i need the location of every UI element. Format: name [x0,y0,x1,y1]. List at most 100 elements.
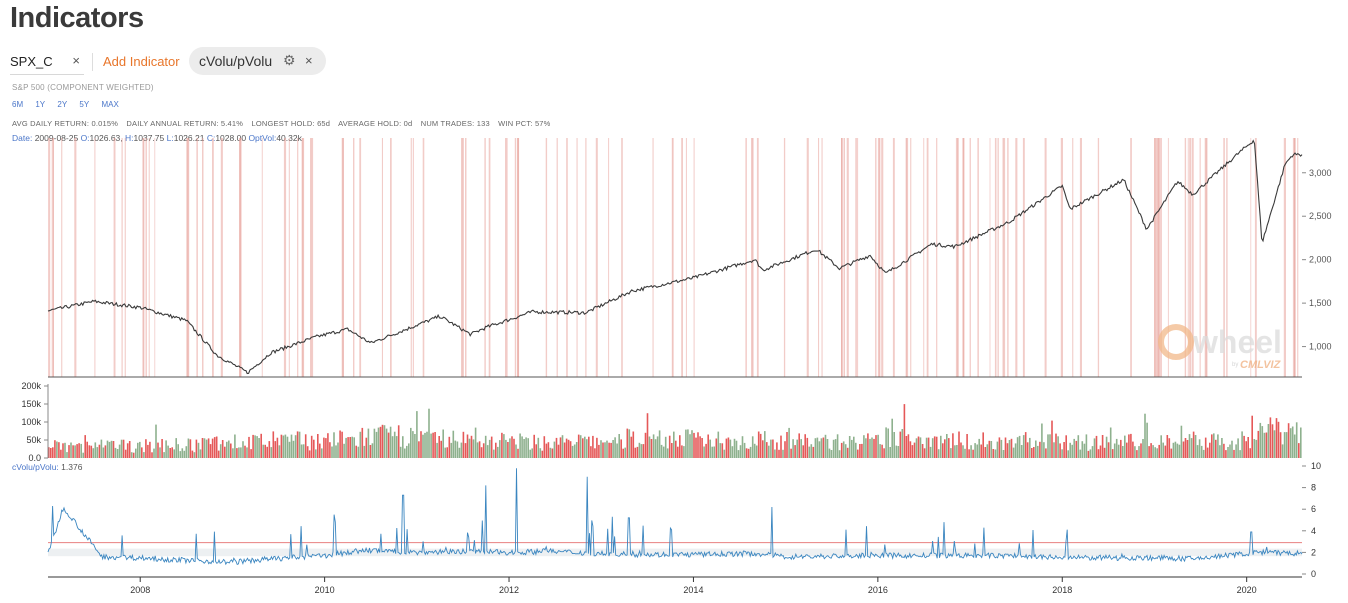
volume-bar [50,448,52,458]
volume-bar [331,446,333,458]
gear-icon[interactable]: ⚙ [283,52,296,68]
volume-bar [159,447,161,458]
volume-bar [846,447,849,458]
volume-bar [559,437,562,458]
volume-bar [56,441,58,458]
volume-bar [486,445,489,458]
volume-bar [1081,441,1084,458]
volume-bar [762,440,764,458]
volume-bar [1249,448,1251,458]
volume-bar [1018,435,1021,458]
volume-bar [262,444,264,458]
volume-bar [749,446,752,458]
signal-band [1205,138,1208,377]
volume-bar [454,440,457,458]
volume-bar [628,429,631,458]
volume-bar [236,448,238,458]
volume-bar [940,435,942,458]
stat-average: AVERAGE HOLD: 0d [338,119,413,128]
volume-bar [1253,439,1256,458]
volume-bar [1281,444,1284,458]
volume-bar [788,427,790,458]
volume-bar [509,438,511,458]
indicator-chip[interactable]: cVolu/pVolu ⚙ × [189,47,326,75]
volume-bar [604,442,606,458]
volume-bar [584,436,586,458]
volume-bar [1111,449,1114,458]
volume-bar [954,445,956,458]
signal-band [566,138,568,377]
volume-bar [501,432,503,458]
volume-bar [110,440,113,458]
volume-bar [713,446,715,458]
volume-bar [88,445,91,458]
signal-band [608,138,610,377]
range-5y[interactable]: 5Y [79,100,90,109]
volume-bar [695,437,697,458]
signal-band [390,138,392,377]
volume-bar [1219,445,1221,458]
volume-bar [92,448,95,458]
volume-bar [240,447,242,458]
volume-bar [861,443,863,458]
volume-bar [1130,433,1132,458]
volume-bar [488,439,491,458]
volume-bar [988,440,991,458]
signal-band [422,138,425,377]
volume-bar [786,432,788,458]
volume-bar [731,446,734,458]
indicator-readout-label: cVolu/pVolu: [12,462,59,472]
volume-bar [1202,449,1205,458]
volume-bar [274,441,277,458]
volume-bar [1136,450,1138,458]
signal-band [124,138,126,377]
volume-bar [1029,437,1031,458]
volume-bar [351,436,353,458]
volume-bar [167,445,169,458]
volume-bar [98,444,101,458]
volume-bar [1295,422,1298,458]
range-2y[interactable]: 2Y [57,100,68,109]
volume-bar [806,437,809,458]
remove-indicator-icon[interactable]: × [305,53,313,68]
add-indicator-button[interactable]: Add Indicator [103,54,180,69]
volume-bar [1198,439,1201,458]
volume-bar [741,436,744,458]
range-6m[interactable]: 6M [12,100,24,109]
volume-bar [1261,426,1264,458]
volume-bar [270,447,273,458]
volume-bar [1255,439,1258,458]
volume-bar [1241,431,1243,458]
price-axis: 1,000 1,500 2,000 2,500 3,000 [48,168,1332,378]
signal-band [672,138,674,377]
volume-bar [1293,434,1296,458]
volume-bar [381,424,384,458]
time-tick-label: 2014 [683,585,703,595]
range-max[interactable]: MAX [101,100,119,109]
volume-bar [557,444,560,458]
volume-bar [990,441,993,458]
volume-bar [881,444,883,458]
volume-bar [735,440,738,458]
volume-bar [1033,447,1035,458]
volume-bar [78,443,80,458]
volume-bar [541,450,544,458]
clear-symbol-icon[interactable]: × [72,53,80,68]
volume-bar [470,435,473,458]
volume-bar [616,443,618,458]
signal-band [681,138,683,377]
volume-bar [810,444,813,458]
volume-bar [513,438,515,458]
range-1y[interactable]: 1Y [35,100,46,109]
volume-bar [128,441,131,458]
signal-band [841,138,843,377]
volume-bar [266,446,268,458]
volume-bar [1186,440,1189,458]
volume-bar [464,443,467,458]
signal-band [186,138,189,377]
volume-bar [341,431,343,458]
symbol-value[interactable]: SPX_C [10,54,53,69]
symbol-input[interactable]: SPX_C × [10,50,84,75]
signal-band [1250,138,1252,377]
